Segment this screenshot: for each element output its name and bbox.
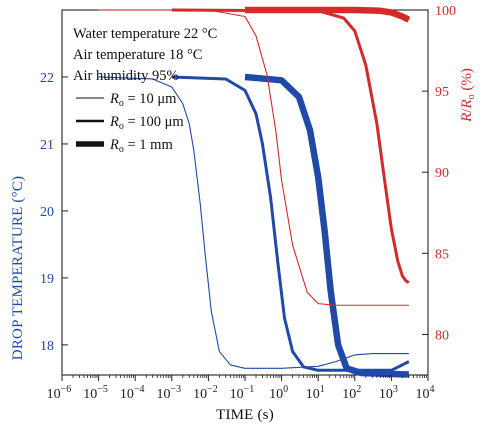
x-tick-label: 10−2 <box>193 384 218 402</box>
y-right-tick-label: 80 <box>435 328 449 343</box>
y-left-tick-label: 20 <box>40 205 54 220</box>
series-line-radius-thin <box>98 9 409 306</box>
y-left-tick-label: 22 <box>40 71 54 86</box>
x-tick-label: 101 <box>306 384 325 402</box>
legend-label-10um: Ro = 10 μm <box>109 91 177 109</box>
x-tick-label: 10−3 <box>156 384 181 402</box>
x-tick-label: 10−4 <box>120 384 145 402</box>
legend-label-1mm: Ro = 1 mm <box>109 137 173 155</box>
x-tick-label: 10−6 <box>47 384 72 402</box>
y-left-axis-title: DROP TEMPERATURE (°C) <box>10 176 26 360</box>
annotation-water-temperature: Water temperature 22 °C <box>73 26 217 42</box>
legend: Ro = 10 μm Ro = 100 μm Ro = 1 mm <box>76 91 184 155</box>
y-left-tick-label: 18 <box>40 339 54 354</box>
x-tick-label: 100 <box>269 384 288 402</box>
annotation-air-temperature: Air temperature 18 °C <box>73 47 202 63</box>
series-line-radius-thick <box>245 6 411 23</box>
x-tick-label: 103 <box>379 384 398 402</box>
y-left-tick-label: 21 <box>40 138 54 153</box>
y-right-axis-title: R/Ro (%) <box>459 68 477 123</box>
series-line-temperature-thick <box>244 73 409 378</box>
x-tick-label: 104 <box>416 384 435 402</box>
y-right-tick-label: 100 <box>435 4 456 19</box>
y-axis-left: 18 19 20 21 22 <box>40 71 68 354</box>
plot-frame <box>61 9 429 376</box>
x-tick-label: 102 <box>342 384 361 402</box>
y-right-tick-label: 95 <box>435 85 449 100</box>
y-right-tick-label: 90 <box>435 166 449 181</box>
series-line-temperature-medium <box>171 75 410 372</box>
x-axis-title: TIME (s) <box>216 407 274 423</box>
legend-label-100um: Ro = 100 μm <box>109 114 184 132</box>
x-tick-label: 10−1 <box>230 384 255 402</box>
x-axis: 10−6 10−5 10−4 10−3 10−2 10−1 100 101 102 103 104 <box>47 375 435 402</box>
series-layer <box>98 6 411 378</box>
series-line-temperature-thin <box>98 76 409 369</box>
series-line-radius-medium <box>171 8 410 284</box>
annotation-air-humidity: Air humidity 95% <box>73 68 179 84</box>
x-tick-label: 10−5 <box>83 384 108 402</box>
y-axis-right: 80 85 90 95 100 <box>422 4 456 343</box>
y-left-tick-label: 19 <box>40 272 54 287</box>
y-right-tick-label: 85 <box>435 247 449 262</box>
